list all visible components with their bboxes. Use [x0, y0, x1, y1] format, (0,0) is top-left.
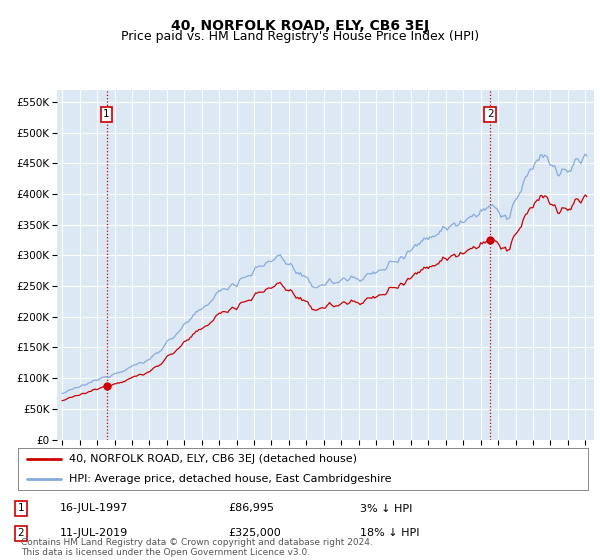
Text: 11-JUL-2019: 11-JUL-2019 — [60, 528, 128, 538]
Text: 18% ↓ HPI: 18% ↓ HPI — [360, 528, 419, 538]
Text: 2: 2 — [17, 528, 25, 538]
Text: £325,000: £325,000 — [228, 528, 281, 538]
Text: 1: 1 — [103, 109, 110, 119]
Text: 40, NORFOLK ROAD, ELY, CB6 3EJ (detached house): 40, NORFOLK ROAD, ELY, CB6 3EJ (detached… — [70, 454, 358, 464]
Text: 16-JUL-1997: 16-JUL-1997 — [60, 503, 128, 514]
Text: 1: 1 — [17, 503, 25, 514]
Text: 2: 2 — [487, 109, 493, 119]
Text: £86,995: £86,995 — [228, 503, 274, 514]
Text: HPI: Average price, detached house, East Cambridgeshire: HPI: Average price, detached house, East… — [70, 474, 392, 484]
Text: 3% ↓ HPI: 3% ↓ HPI — [360, 503, 412, 514]
Text: 40, NORFOLK ROAD, ELY, CB6 3EJ: 40, NORFOLK ROAD, ELY, CB6 3EJ — [171, 18, 429, 32]
Text: Contains HM Land Registry data © Crown copyright and database right 2024.
This d: Contains HM Land Registry data © Crown c… — [21, 538, 373, 557]
Text: Price paid vs. HM Land Registry's House Price Index (HPI): Price paid vs. HM Land Registry's House … — [121, 30, 479, 44]
